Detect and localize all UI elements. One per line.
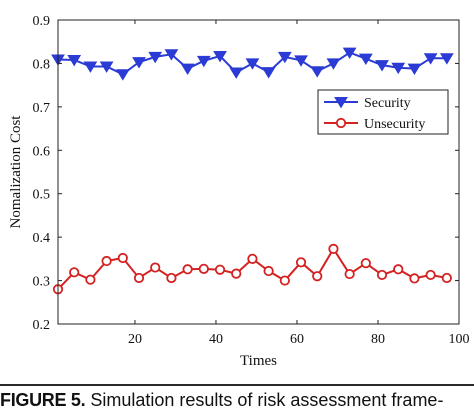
data-point-security [196,55,211,68]
data-point-security [229,67,244,79]
data-point-security [342,47,357,59]
legend-marker-security [334,97,348,109]
axes: 0.2 0.3 0.4 0.5 0.6 0.7 0.8 0.9 20 40 60 80 100 [33,14,470,347]
data-point-security [310,66,325,78]
caption-text: Simulation results of risk assessment fr… [85,390,444,410]
data-point-security [391,62,406,75]
data-point-unsecurity [214,264,226,275]
data-point-security [115,69,130,81]
line-chart: 0.2 0.3 0.4 0.5 0.6 0.7 0.8 0.9 20 40 60 80 100 Time… [8,14,470,369]
data-point-unsecurity [312,271,323,282]
data-point-security [83,61,98,73]
data-point-security [439,53,454,65]
data-point-unsecurity [166,272,177,284]
x-tick-label: 80 [371,332,385,347]
series-security [51,47,454,81]
x-tick-label: 100 [449,332,470,347]
data-point-security [277,51,292,64]
y-tick-label: 0.3 [33,275,51,290]
data-point-unsecurity [247,253,258,264]
data-point-unsecurity [198,263,209,274]
plot-marks [51,47,454,295]
legend-marker-unsecurity [335,117,347,129]
data-point-security [245,58,260,70]
y-tick-label: 0.8 [33,57,51,72]
data-point-unsecurity [376,269,388,281]
data-point-unsecurity [328,243,339,254]
data-point-security [132,57,146,69]
data-point-unsecurity [295,257,307,268]
data-point-security [261,67,276,79]
data-point-security [358,53,373,66]
data-point-security [164,49,179,61]
data-point-unsecurity [409,273,420,284]
y-tick-label: 0.4 [33,231,51,246]
data-point-security [294,55,308,67]
data-point-unsecurity [441,272,452,284]
y-tick-label: 0.2 [33,318,51,333]
data-point-unsecurity [279,275,290,286]
legend-label-unsecurity: Unsecurity [364,117,425,132]
x-tick-label: 20 [128,332,142,347]
data-point-unsecurity [231,268,242,279]
x-axis-title: Times [240,353,277,369]
y-tick-label: 0.5 [33,188,51,203]
data-point-unsecurity [360,258,371,269]
legend-label-security: Security [364,96,411,111]
data-point-unsecurity [425,269,436,281]
y-tick-label: 0.6 [33,144,51,159]
caption-label: FIGURE 5. [0,390,86,410]
data-point-security [423,53,438,65]
x-tick-label: 60 [290,332,304,347]
data-point-security [407,63,422,76]
y-tick-label: 0.9 [33,14,51,29]
x-tick-label: 40 [209,332,223,347]
series-unsecurity [52,243,452,295]
data-point-unsecurity [117,252,128,264]
data-point-unsecurity [393,264,404,275]
data-point-security [148,51,163,64]
plot-frame [57,19,460,325]
data-point-unsecurity [85,274,96,285]
legend: Security Unsecurity [317,89,449,135]
data-point-unsecurity [150,262,161,273]
data-point-security [375,60,389,72]
data-point-security [99,61,114,73]
data-point-unsecurity [344,268,355,280]
data-point-unsecurity [101,255,112,267]
data-point-unsecurity [263,265,274,277]
data-point-security [326,58,341,70]
data-point-security [213,51,227,63]
data-point-security [180,63,195,76]
y-tick-label: 0.7 [33,101,51,116]
data-point-unsecurity [133,272,145,284]
data-point-unsecurity [69,267,80,278]
y-axis-title: Nomalization Cost [8,115,24,229]
figure-caption: FIGURE 5. Simulation results of risk ass… [0,384,474,415]
data-point-security [67,54,82,67]
data-point-unsecurity [182,264,193,275]
